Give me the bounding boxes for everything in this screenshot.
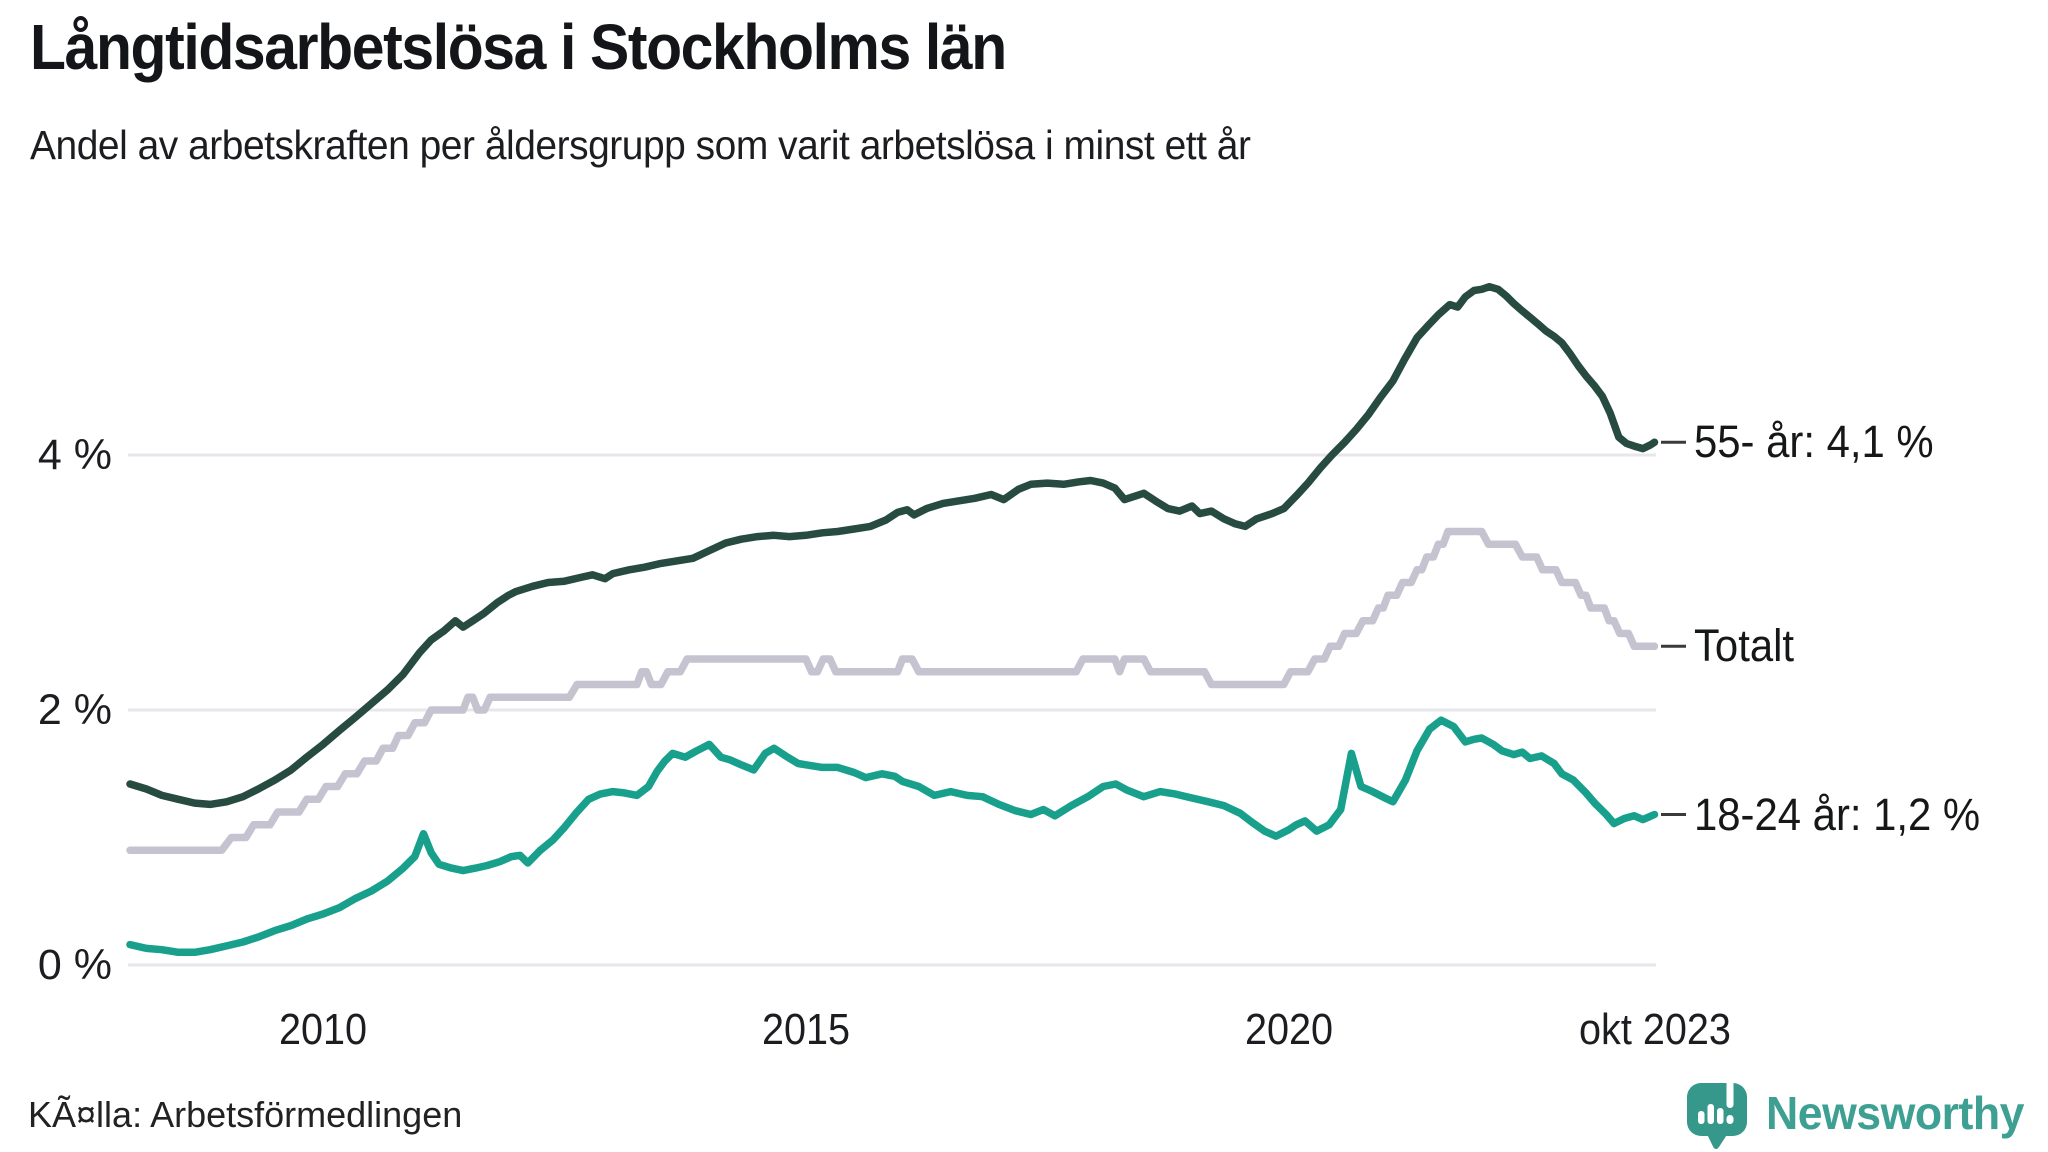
source-note: KÃ¤lla: Arbetsförmedlingen (28, 1094, 463, 1135)
newsworthy-logo: Newsworthy (1686, 1074, 2032, 1152)
logo-bubble (1687, 1083, 1748, 1136)
logo-exclamation-bar (1726, 1077, 1734, 1108)
y-tick-label: 4 % (37, 431, 112, 479)
chart-subtitle: Andel av arbetskraften per åldersgrupp s… (30, 122, 1251, 168)
series-label-55-ar: 55- år: 4,1 % (1694, 416, 1934, 468)
page-title: Långtidsarbetslösa i Stockholms län (30, 11, 1007, 83)
x-tick-label: 2015 (761, 1005, 850, 1054)
newsworthy-icon (1687, 1077, 1748, 1150)
series-line-18-24-ar (126, 716, 1659, 957)
logo-bar-2 (1707, 1104, 1715, 1124)
logo-exclamation-dot (1726, 1115, 1734, 1124)
x-tick-label: okt 2023 (1578, 1005, 1731, 1054)
logo-bubble-tail (1705, 1130, 1731, 1150)
x-tick-label: 2010 (279, 1005, 368, 1054)
y-tick-label: 0 % (37, 941, 112, 989)
series-line-55-ar (126, 282, 1659, 809)
series-label-totalt: Totalt (1694, 620, 1795, 672)
logo-bar-3 (1717, 1108, 1724, 1124)
series-line-totalt (126, 527, 1659, 855)
y-tick-label: 2 % (37, 686, 112, 734)
newsworthy-wordmark: Newsworthy (1766, 1087, 2025, 1139)
series-label-18-24-ar: 18-24 år: 1,2 % (1694, 788, 1981, 840)
logo-bar-1 (1698, 1111, 1705, 1124)
x-tick-label: 2020 (1244, 1005, 1333, 1054)
